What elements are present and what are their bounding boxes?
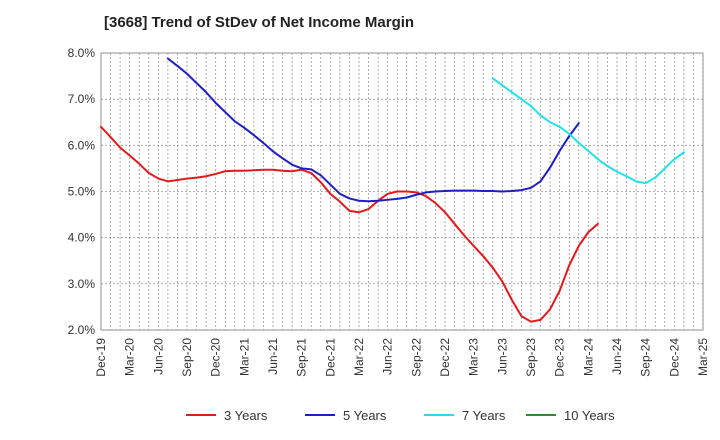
y-tick-label: 7.0% [68, 92, 96, 106]
y-tick-label: 4.0% [68, 231, 96, 245]
series-line-5-years [166, 57, 580, 203]
x-tick-label: Jun-23 [495, 338, 509, 375]
series-lines [100, 57, 685, 323]
series-line-3-years [100, 125, 599, 323]
y-tick-label: 3.0% [68, 277, 96, 291]
x-tick-label: Jun-20 [151, 338, 165, 375]
axes: 2.0% 3.0% 4.0% 5.0% 6.0% 7.0% 8.0% Dec-19 Mar-20… [68, 46, 710, 377]
series-line-7-years [491, 77, 685, 185]
x-tick-label: Mar-23 [467, 338, 481, 376]
x-tick-label: Dec-23 [553, 338, 567, 377]
x-tick-label: Sep-22 [409, 338, 423, 377]
x-tick-label: Mar-20 [123, 338, 137, 376]
x-tick-label: Dec-19 [94, 338, 108, 377]
x-tick-label: Sep-23 [524, 338, 538, 377]
x-tick-label: Dec-21 [323, 338, 337, 377]
x-tick-label: Sep-21 [295, 338, 309, 377]
x-tick-label: Mar-21 [237, 338, 251, 376]
y-tick-label: 5.0% [68, 185, 96, 199]
x-tick-label: Jun-22 [381, 338, 395, 375]
x-tick-label: Sep-24 [639, 338, 653, 377]
chart-title: [3668] Trend of StDev of Net Income Marg… [104, 14, 415, 31]
x-tick-label: Dec-20 [209, 338, 223, 377]
x-tick-label: Mar-24 [581, 338, 595, 376]
legend-label: 3 Years [224, 408, 268, 423]
x-tick-label: Dec-22 [438, 338, 452, 377]
legend: 3 Years 5 Years 7 Years 10 Years [186, 408, 615, 423]
legend-label: 7 Years [462, 408, 506, 423]
x-tick-label: Jun-21 [266, 338, 280, 375]
x-tick-label: Mar-22 [352, 338, 366, 376]
legend-label: 5 Years [343, 408, 387, 423]
x-tick-label: Jun-24 [610, 338, 624, 375]
y-tick-label: 6.0% [68, 138, 96, 152]
x-tick-label: Dec-24 [667, 338, 681, 377]
x-tick-label: Mar-25 [696, 338, 710, 376]
y-tick-label: 8.0% [68, 46, 96, 60]
x-tick-label: Sep-20 [180, 338, 194, 377]
y-tick-label: 2.0% [68, 323, 96, 337]
legend-label: 10 Years [564, 408, 615, 423]
